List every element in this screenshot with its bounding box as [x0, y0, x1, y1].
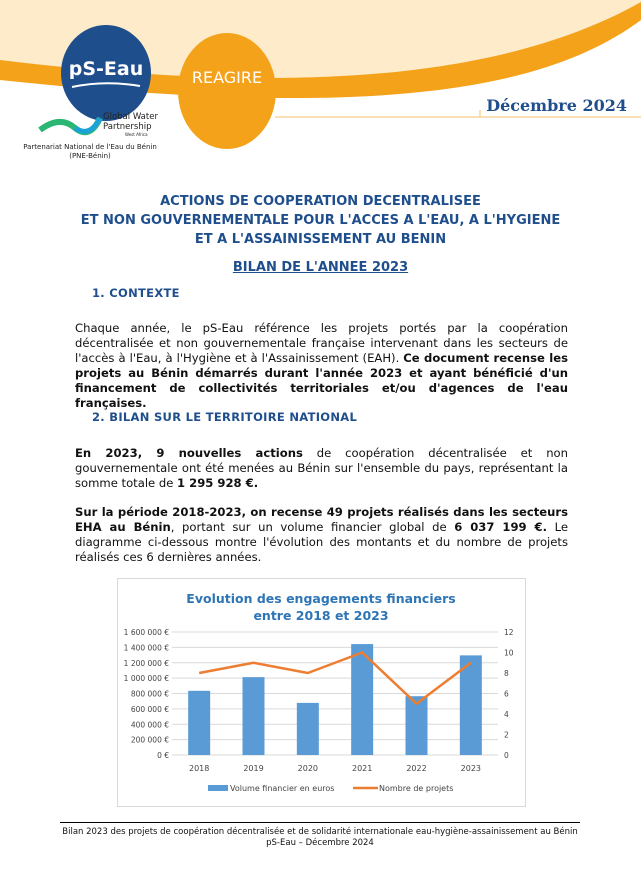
section-heading-contexte: 1. CONTEXTE: [92, 286, 180, 300]
x-tick-label: 2019: [243, 764, 263, 773]
text-segment: de coopération décentralisée et non gouv…: [75, 446, 568, 490]
y2-tick-label: 10: [504, 649, 514, 658]
y-tick-label: 600 000 €: [131, 705, 169, 714]
page-footer: Bilan 2023 des projets de coopération dé…: [60, 822, 580, 849]
bar-2022: [405, 696, 428, 755]
y-tick-label: 1 600 000 €: [124, 628, 170, 637]
y-tick-label: 0 €: [157, 751, 169, 760]
y2-tick-label: 12: [504, 628, 514, 637]
text-segment-bold: 6 037 199 €.: [454, 520, 547, 534]
gwp-name-line1: Global Water: [103, 112, 158, 122]
footer-line1: Bilan 2023 des projets de coopération dé…: [62, 827, 578, 837]
bar-2020: [296, 702, 319, 755]
y-tick-label: 200 000 €: [131, 736, 169, 745]
text-segment-bold: Ce document recense les projets au Bénin…: [75, 351, 569, 410]
line-nombre-de-projets: [198, 651, 472, 705]
y-tick-label: 1 000 000 €: [124, 674, 170, 683]
bar-2019: [242, 677, 265, 755]
chart-container: Evolution des engagements financiers entr…: [117, 578, 526, 807]
legend-label-projets: Nombre de projets: [379, 784, 453, 793]
x-tick-label: 2018: [189, 764, 209, 773]
pseau-logo: [61, 25, 151, 121]
y2-tick-label: 6: [504, 690, 509, 699]
text-segment: , portant sur un volume financier global…: [170, 520, 455, 534]
x-tick-label: 2022: [406, 764, 426, 773]
text-segment-bold: 1 295 928 €.: [177, 476, 259, 490]
chart-svg: Evolution des engagements financiers entr…: [124, 591, 514, 793]
partner-name: Partenariat National de l'Eau du Bénin (…: [20, 143, 160, 161]
paragraph-contexte: Chaque année, le pS-Eau référence les pr…: [75, 321, 568, 411]
gwp-region: West Africa: [125, 132, 148, 137]
legend-label-volume: Volume financier en euros: [230, 784, 334, 793]
x-tick-label: 2021: [352, 764, 372, 773]
chart-title: Evolution des engagements financiers: [186, 591, 455, 606]
text-segment-bold: En 2023, 9 nouvelles actions: [75, 446, 303, 460]
y-tick-label: 1 400 000 €: [124, 643, 170, 652]
text-segment-bold: Sur la période 2018-2023, on recense 49 …: [75, 505, 568, 534]
y2-tick-label: 2: [504, 731, 509, 740]
document-subtitle: BILAN DE L'ANNEE 2023: [232, 260, 409, 275]
reagire-logo-text: REAGIRE: [191, 68, 263, 87]
text-segment: Le diagramme ci-dessous montre l'évoluti…: [75, 520, 568, 564]
y2-tick-label: 4: [504, 710, 509, 719]
x-tick-label: 2020: [298, 764, 318, 773]
paragraph-bilan-2023: En 2023, 9 nouvelles actions de coopérat…: [75, 446, 568, 491]
pseau-logo-text: pS-Eau: [68, 58, 144, 80]
section-heading-bilan: 2. BILAN SUR LE TERRITOIRE NATIONAL: [92, 410, 358, 424]
y-tick-label: 1 200 000 €: [124, 659, 170, 668]
y2-tick-label: 8: [504, 669, 509, 678]
partner-line2: (PNE-Bénin): [69, 152, 111, 160]
bar-2021: [351, 644, 374, 755]
y-tick-label: 400 000 €: [131, 720, 169, 729]
gwp-name-line2: Partnership: [103, 122, 152, 132]
title-line1: ACTIONS DE COOPERATION DECENTRALISEE: [160, 194, 481, 209]
document-title: ACTIONS DE COOPERATION DECENTRALISEE ET …: [0, 192, 641, 249]
partner-line1: Partenariat National de l'Eau du Bénin: [23, 143, 157, 151]
paragraph-bilan-periode: Sur la période 2018-2023, on recense 49 …: [75, 505, 568, 565]
header-banner: [0, 0, 641, 149]
y2-tick-label: 0: [504, 751, 509, 760]
y-tick-label: 800 000 €: [131, 690, 169, 699]
title-line3: ET A L'ASSAINISSEMENT AU BENIN: [194, 232, 447, 247]
legend-swatch-volume: [208, 785, 228, 791]
chart-title: entre 2018 et 2023: [253, 608, 388, 623]
text-segment: Chaque année, le pS-Eau référence les pr…: [75, 321, 568, 365]
bar-2023: [459, 655, 482, 755]
gwp-name: Global Water Partnership West Africa: [103, 112, 158, 137]
x-tick-label: 2023: [461, 764, 481, 773]
reagire-logo: [178, 33, 276, 149]
title-line2: ET NON GOUVERNEMENTALE POUR L'ACCES A L'…: [80, 213, 561, 228]
bar-2018: [188, 690, 211, 755]
document-date: Décembre 2024: [486, 96, 627, 115]
footer-line2: pS-Eau – Décembre 2024: [266, 838, 374, 848]
